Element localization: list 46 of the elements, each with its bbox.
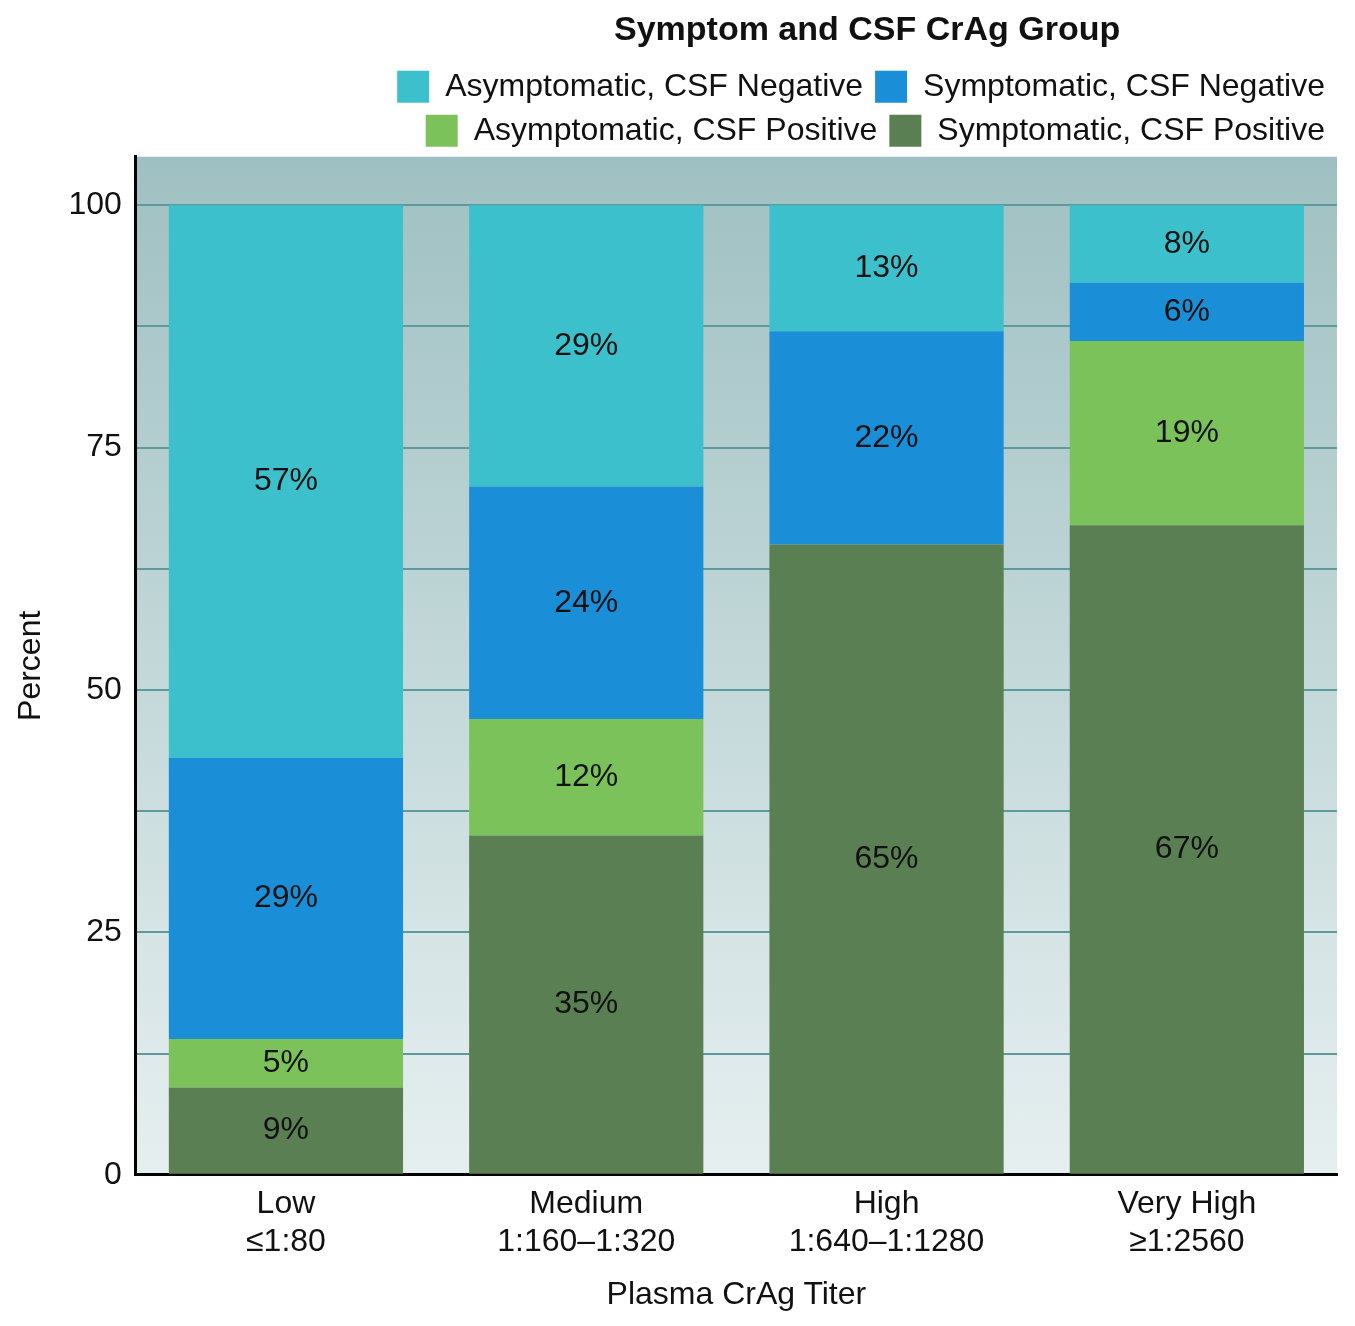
legend-label: Asymptomatic, CSF Negative: [445, 66, 864, 103]
y-tick-label: 25: [86, 912, 122, 949]
data-label: 57%: [253, 461, 318, 498]
bar: [1069, 205, 1304, 283]
legend-label: Symptomatic, CSF Negative: [923, 66, 1325, 103]
legend-title: Symptom and CSF CrAg Group: [613, 9, 1121, 48]
bar: [1069, 282, 1304, 342]
y-tick-label: 100: [68, 185, 122, 222]
y-tick-label: 50: [86, 669, 122, 706]
data-label: 9%: [262, 1110, 310, 1147]
y-axis-title: Percent: [11, 610, 48, 721]
x-axis-title: Plasma CrAg Titer: [606, 1274, 867, 1311]
legend-label: Asymptomatic, CSF Positive: [473, 110, 878, 147]
bar: [769, 331, 1004, 545]
bar: [1069, 525, 1304, 1174]
data-label: 65%: [854, 839, 919, 876]
x-tick-label: Low ≤1:80: [246, 1183, 326, 1259]
bar: [1069, 341, 1304, 526]
x-tick-label: Medium 1:160–1:320: [497, 1183, 676, 1259]
x-tick-label: High 1:640–1:1280: [788, 1183, 985, 1259]
bar: [469, 205, 704, 487]
bar: [168, 757, 404, 1040]
bar: [469, 719, 704, 836]
data-label: 8%: [1163, 223, 1210, 260]
bar: [168, 1039, 404, 1088]
data-label: 29%: [253, 878, 318, 915]
bar: [469, 486, 704, 720]
data-label: 12%: [554, 757, 619, 794]
data-label: 6%: [1163, 291, 1210, 328]
data-label: 19%: [1154, 412, 1219, 449]
y-tick-label: 0: [103, 1154, 122, 1191]
data-label: 22%: [854, 417, 919, 454]
bar: [769, 544, 1004, 1174]
bar: [469, 835, 704, 1174]
legend-label: Symptomatic, CSF Positive: [937, 110, 1325, 147]
data-label: 35%: [554, 984, 619, 1021]
data-label: 13%: [854, 248, 919, 285]
data-label: 67%: [1154, 829, 1219, 866]
bar: [168, 205, 404, 758]
data-label: 5%: [262, 1043, 310, 1080]
y-tick-label: 75: [86, 427, 122, 464]
data-label: 24%: [554, 582, 619, 619]
bar: [769, 205, 1004, 332]
x-tick-label: Very High ≥1:2560: [1117, 1183, 1257, 1259]
bar: [168, 1087, 404, 1174]
data-label: 29%: [554, 325, 619, 362]
